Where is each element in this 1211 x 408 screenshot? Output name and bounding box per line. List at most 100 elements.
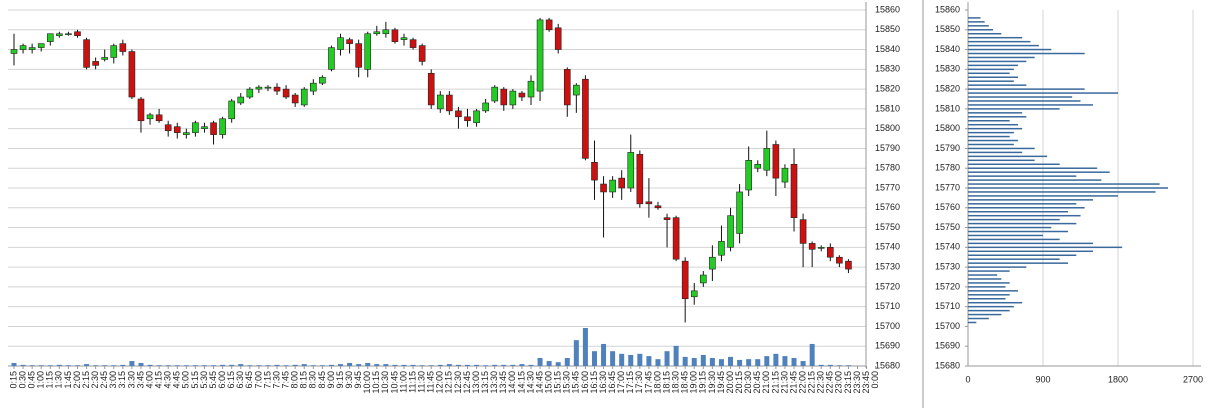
profile-bar bbox=[968, 234, 1043, 237]
candle-body bbox=[536, 19, 544, 92]
y-tick-label: 15720 bbox=[935, 281, 960, 291]
candle-body bbox=[681, 260, 689, 300]
volume-bar bbox=[691, 358, 697, 366]
volume-bar bbox=[120, 364, 126, 366]
candle-body bbox=[146, 114, 154, 120]
volume-bar bbox=[664, 351, 670, 366]
candle-body bbox=[83, 39, 90, 68]
volume-bar bbox=[220, 364, 226, 366]
candle-body bbox=[690, 290, 698, 298]
profile-bar bbox=[968, 187, 1168, 189]
candle-body bbox=[46, 33, 54, 42]
volume-bar bbox=[392, 364, 398, 366]
x-tick-label: 13:15 bbox=[480, 371, 490, 394]
volume-bar bbox=[229, 364, 235, 366]
x-tick-label: 13:30 bbox=[489, 371, 499, 394]
profile-bar bbox=[968, 242, 1093, 245]
candle-body bbox=[427, 72, 435, 106]
volume-bar bbox=[29, 365, 35, 366]
profile-bar bbox=[968, 195, 1118, 197]
volume-bar bbox=[845, 365, 851, 366]
x-tick-label: 0:15 bbox=[8, 371, 18, 389]
candle-body bbox=[464, 116, 471, 122]
volume-bar bbox=[65, 365, 71, 366]
profile-bar bbox=[968, 250, 1093, 253]
x-tick-label: 4:45 bbox=[172, 371, 182, 389]
volume-bar bbox=[764, 356, 770, 366]
candle-body bbox=[155, 114, 163, 122]
y-tick-label: 15730 bbox=[875, 261, 900, 271]
profile-bar bbox=[968, 290, 1018, 292]
candle-body bbox=[436, 94, 444, 110]
x-tick-label: 2:15 bbox=[81, 371, 91, 389]
profile-bar bbox=[968, 123, 1018, 126]
candle-body bbox=[282, 88, 290, 98]
x-tick-label: 10:15 bbox=[371, 371, 381, 394]
x-tick-label: 11:45 bbox=[426, 371, 436, 393]
volume-bar bbox=[401, 364, 407, 366]
x-tick-label: 19:15 bbox=[698, 371, 708, 394]
x-tick-label: 16:00 bbox=[580, 371, 590, 394]
y-tick-label: 15860 bbox=[875, 4, 900, 14]
candle-body bbox=[291, 94, 299, 104]
x-tick-label: 20:45 bbox=[752, 371, 762, 394]
candle-body bbox=[400, 37, 408, 40]
volume-bar bbox=[555, 362, 561, 366]
profile-bar bbox=[968, 96, 1073, 98]
candle-body bbox=[328, 47, 335, 70]
volume-bar bbox=[519, 364, 525, 366]
x-tick-label: 21:00 bbox=[761, 371, 771, 394]
candle-body bbox=[790, 163, 798, 218]
profile-bar bbox=[968, 32, 1002, 35]
x-tick-label: 3:15 bbox=[117, 371, 127, 389]
candle-body bbox=[128, 51, 136, 98]
x-tick-label: 9:45 bbox=[353, 371, 363, 389]
volume-bar bbox=[383, 364, 389, 366]
x-tick-label: 12:15 bbox=[444, 371, 454, 394]
y-tick-label: 15710 bbox=[875, 301, 900, 311]
x-tick-label: 1800 bbox=[1108, 374, 1128, 384]
volume-bar bbox=[673, 345, 679, 366]
profile-bar bbox=[968, 230, 1068, 233]
x-tick-label: 22:45 bbox=[825, 371, 835, 394]
volume-bar bbox=[410, 364, 416, 366]
y-tick-label: 15750 bbox=[935, 222, 960, 232]
y-tick-label: 15780 bbox=[935, 163, 960, 173]
x-tick-label: 7:30 bbox=[271, 371, 281, 389]
x-tick-label: 0:30 bbox=[17, 371, 27, 389]
candle-body bbox=[500, 88, 508, 106]
volume-bar bbox=[338, 364, 344, 366]
x-tick-label: 17:15 bbox=[625, 371, 635, 394]
candle-body bbox=[709, 256, 716, 270]
profile-bar bbox=[968, 321, 977, 324]
x-tick-label: 3:45 bbox=[135, 371, 145, 389]
candle-body bbox=[409, 39, 417, 48]
x-tick-label: 9:00 bbox=[326, 371, 336, 389]
volume-bar bbox=[446, 364, 452, 366]
x-tick-label: 4:30 bbox=[163, 371, 173, 389]
profile-bar bbox=[968, 175, 1077, 177]
x-tick-label: 12:30 bbox=[453, 371, 463, 394]
volume-bar bbox=[610, 351, 616, 366]
volume-bar bbox=[347, 362, 353, 366]
x-tick-label: 0:45 bbox=[27, 371, 37, 389]
profile-bar bbox=[968, 60, 1027, 63]
x-tick-label: 6:30 bbox=[235, 371, 245, 389]
volume-bar bbox=[156, 365, 162, 366]
y-tick-label: 15700 bbox=[935, 321, 960, 331]
candle-body bbox=[509, 90, 517, 106]
x-tick-label: 20:00 bbox=[725, 371, 735, 394]
profile-bar bbox=[968, 48, 1052, 51]
profile-bar bbox=[968, 155, 1048, 158]
y-tick-label: 15820 bbox=[935, 83, 960, 93]
x-tick-label: 8:30 bbox=[308, 371, 318, 389]
candle-body bbox=[645, 201, 653, 205]
candle-body bbox=[10, 49, 18, 54]
profile-bar bbox=[968, 36, 1023, 39]
x-tick-label: 15:30 bbox=[562, 371, 572, 394]
candle-body bbox=[201, 126, 208, 129]
candle-body bbox=[736, 191, 743, 234]
volume-bar bbox=[138, 362, 144, 366]
volume-bar bbox=[174, 365, 180, 366]
